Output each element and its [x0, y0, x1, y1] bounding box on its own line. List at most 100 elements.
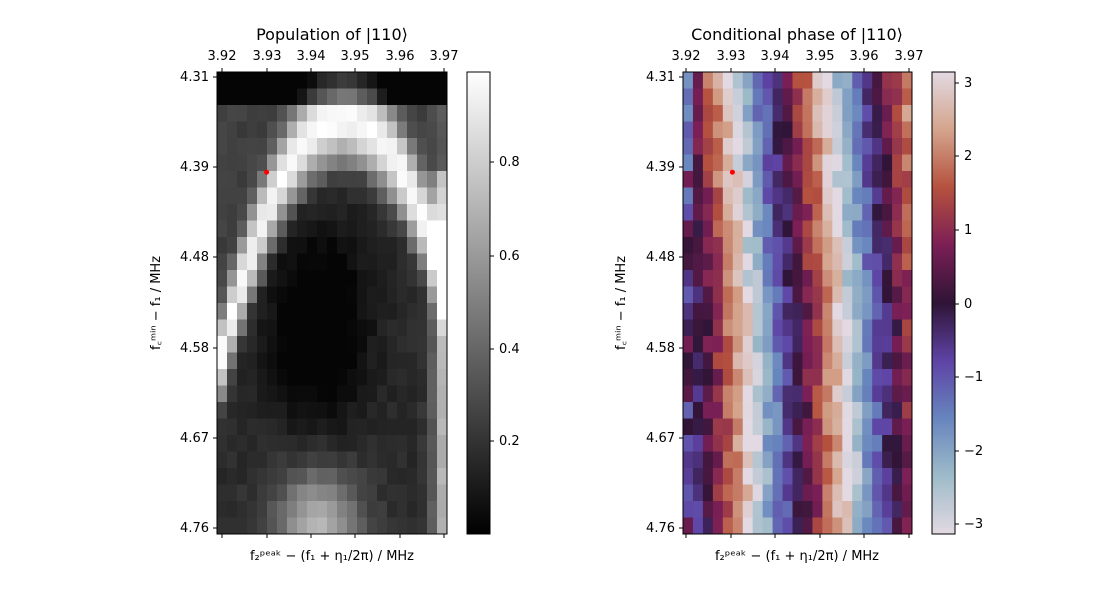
heatmap-cell	[683, 88, 694, 106]
heatmap-cell	[862, 352, 873, 370]
heatmap-cell	[822, 237, 833, 254]
heatmap-cell	[692, 187, 704, 205]
heatmap-cell	[732, 418, 744, 436]
heatmap-cell	[812, 121, 823, 139]
population-axes-frame	[216, 71, 448, 535]
heatmap-cell	[812, 253, 823, 271]
heatmap-cell	[357, 237, 368, 254]
heatmap-cell	[407, 336, 418, 353]
heatmap-cell	[217, 484, 228, 502]
heatmap-cell	[327, 402, 338, 419]
heatmap-cell	[357, 319, 368, 337]
heatmap-cell	[762, 352, 774, 370]
heatmap-cell	[237, 484, 248, 502]
heatmap-cell	[437, 451, 448, 469]
heatmap-cell	[227, 418, 238, 436]
heatmap-cell	[367, 220, 378, 238]
heatmap-cell	[902, 237, 913, 254]
heatmap-cell	[367, 187, 378, 205]
heatmap-cell	[832, 154, 843, 172]
heatmap-cell	[317, 319, 328, 337]
heatmap-cell	[842, 369, 853, 386]
heatmap-cell	[337, 435, 348, 452]
heatmap-cell	[782, 138, 793, 155]
heatmap-cell	[427, 484, 438, 502]
heatmap-cell	[742, 303, 754, 320]
colorbar-tick-label: −2	[964, 444, 983, 459]
heatmap-cell	[367, 286, 378, 304]
heatmap-cell	[407, 121, 418, 139]
heatmap-cell	[277, 303, 288, 320]
heatmap-cell	[427, 286, 438, 304]
heatmap-cell	[852, 435, 863, 452]
heatmap-cell	[842, 385, 853, 403]
heatmap-cell	[417, 451, 428, 469]
heatmap-cell	[337, 220, 348, 238]
heatmap-cell	[902, 517, 913, 535]
heatmap-cell	[792, 154, 803, 172]
heatmap-cell	[792, 468, 803, 485]
heatmap-cell	[742, 105, 754, 122]
heatmap-cell	[337, 187, 348, 205]
heatmap-cell	[337, 418, 348, 436]
heatmap-cell	[257, 418, 268, 436]
heatmap-cell	[683, 501, 694, 518]
heatmap-cell	[692, 72, 704, 89]
heatmap-cell	[387, 237, 398, 254]
heatmap-cell	[377, 435, 388, 452]
heatmap-cell	[277, 468, 288, 485]
heatmap-cell	[683, 468, 694, 485]
heatmap-cell	[732, 171, 744, 188]
heatmap-cell	[387, 517, 398, 535]
heatmap-cell	[417, 204, 428, 221]
heatmap-cell	[892, 501, 903, 518]
phase-colorbar-ticks: 3 2 1 0 −1 −2 −3	[955, 76, 983, 532]
heatmap-cell	[762, 501, 774, 518]
heatmap-cell	[882, 418, 893, 436]
heatmap-cell	[872, 319, 883, 337]
heatmap-cell	[692, 435, 704, 452]
heatmap-cell	[267, 517, 278, 535]
heatmap-cell	[307, 237, 318, 254]
heatmap-cell	[397, 237, 408, 254]
heatmap-cell	[762, 187, 774, 205]
heatmap-cell	[772, 303, 783, 320]
heatmap-cell	[802, 204, 813, 221]
heatmap-cell	[732, 468, 744, 485]
heatmap-cell	[327, 121, 338, 139]
heatmap-cell	[892, 171, 903, 188]
heatmap-cell	[802, 237, 813, 254]
heatmap-cell	[377, 286, 388, 304]
heatmap-cell	[762, 105, 774, 122]
heatmap-cell	[683, 237, 694, 254]
heatmap-cell	[702, 253, 714, 271]
heatmap-cell	[397, 517, 408, 535]
heatmap-cell	[862, 385, 873, 403]
heatmap-cell	[902, 138, 913, 155]
x-tick-label: 3.93	[253, 49, 282, 64]
heatmap-cell	[772, 468, 783, 485]
heatmap-cell	[752, 88, 764, 106]
heatmap-cell	[702, 336, 714, 353]
heatmap-cell	[702, 451, 714, 469]
heatmap-cell	[792, 286, 803, 304]
heatmap-cell	[237, 286, 248, 304]
heatmap-cell	[822, 286, 833, 304]
heatmap-cell	[772, 220, 783, 238]
heatmap-cell	[752, 451, 764, 469]
heatmap-cell	[237, 171, 248, 188]
heatmap-cell	[337, 336, 348, 353]
heatmap-cell	[902, 435, 913, 452]
heatmap-cell	[417, 286, 428, 304]
heatmap-cell	[387, 154, 398, 172]
heatmap-cell	[407, 451, 418, 469]
heatmap-cell	[882, 88, 893, 106]
heatmap-cell	[367, 369, 378, 386]
heatmap-cell	[317, 369, 328, 386]
population-marker-dot	[264, 169, 270, 175]
heatmap-cell	[752, 501, 764, 518]
heatmap-cell	[287, 468, 298, 485]
y-tick-label: 4.76	[646, 521, 675, 536]
heatmap-cell	[712, 171, 724, 188]
heatmap-cell	[732, 319, 744, 337]
